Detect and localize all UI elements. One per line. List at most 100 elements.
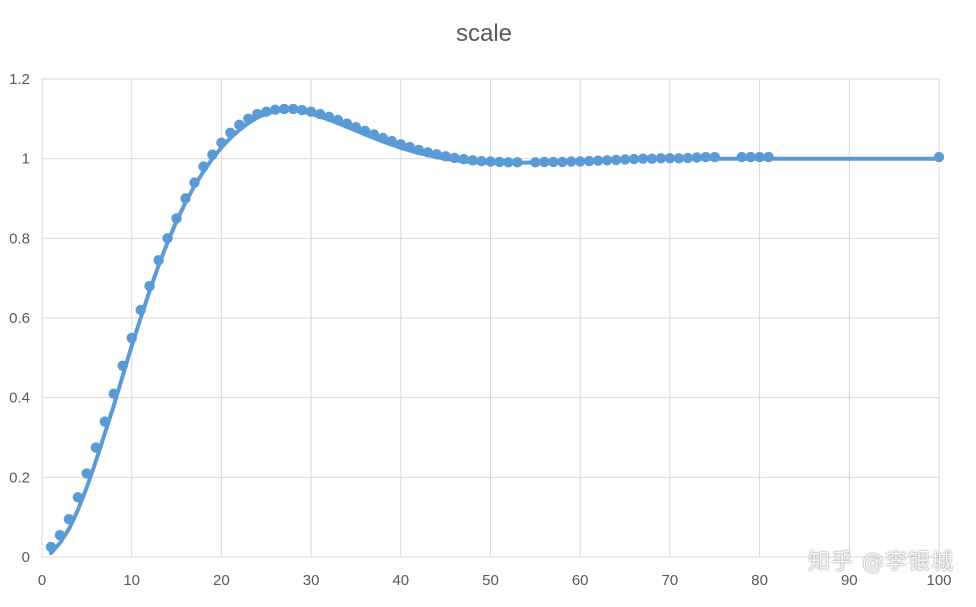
data-point: [503, 157, 514, 168]
y-tick-label: 1: [22, 151, 30, 168]
data-point: [601, 155, 613, 166]
data-point: [655, 153, 667, 164]
data-point: [117, 360, 128, 371]
x-tick-label: 60: [572, 572, 589, 589]
data-point: [323, 111, 335, 123]
data-point: [377, 132, 389, 144]
y-tick-label: 0: [22, 549, 30, 566]
data-point: [243, 113, 254, 125]
grid: [41, 78, 940, 558]
data-point: [314, 108, 326, 120]
data-point: [252, 108, 263, 120]
data-point: [673, 153, 685, 164]
data-point: [126, 332, 137, 344]
data-point: [610, 154, 622, 166]
data-point: [485, 156, 496, 167]
data-point: [548, 156, 559, 168]
data-point: [584, 155, 595, 167]
data-point: [557, 156, 568, 168]
data-point: [261, 106, 272, 117]
watermark: 知乎 @李银城: [808, 550, 954, 575]
data-point: [709, 151, 720, 163]
data-point: [494, 156, 505, 168]
x-tick-label: 0: [38, 572, 46, 589]
data-point: [458, 153, 469, 165]
data-point: [341, 118, 353, 129]
data-point: [180, 193, 191, 204]
data-point: [72, 492, 84, 503]
data-point: [646, 153, 658, 164]
data-point: [279, 103, 290, 115]
data-point: [171, 213, 182, 224]
y-tick-label: 0.6: [9, 310, 30, 327]
data-point: [332, 114, 344, 126]
data-point: [700, 151, 711, 163]
data-point: [628, 153, 640, 165]
data-point: [933, 151, 945, 163]
x-tick-label: 20: [213, 572, 230, 589]
x-tick-label: 100: [926, 572, 951, 589]
data-point: [350, 122, 362, 133]
data-point: [754, 151, 765, 163]
data-point: [431, 149, 442, 160]
data-point: [153, 255, 164, 266]
data-point: [467, 155, 478, 166]
data-point: [592, 155, 604, 166]
data-point: [198, 161, 209, 172]
y-tick-label: 0.8: [9, 230, 30, 247]
data-point: [575, 156, 586, 167]
data-point: [386, 135, 397, 147]
x-tick-label: 40: [392, 572, 409, 589]
data-point: [682, 152, 693, 164]
y-tick-label: 1.2: [9, 71, 30, 88]
x-tick-label: 30: [303, 572, 320, 589]
series-line: [49, 108, 941, 555]
series-points-layer: [45, 103, 945, 553]
data-point: [745, 151, 756, 163]
data-point: [144, 280, 155, 292]
axis-tick-labels: 0 0.2 0.4 0.6 0.8 1 1.2 0 10 20 30 40 50 60 70 80 90 100: [9, 71, 951, 589]
x-tick-label: 80: [751, 572, 768, 589]
data-point: [476, 155, 487, 167]
data-point: [162, 233, 173, 244]
data-point: [422, 147, 433, 158]
data-point: [413, 144, 424, 156]
series-line-layer: [49, 108, 941, 555]
data-point: [691, 152, 702, 163]
data-point: [225, 127, 236, 138]
x-tick-label: 70: [662, 572, 679, 589]
x-tick-label: 10: [123, 572, 140, 589]
data-point: [234, 119, 245, 130]
data-point: [512, 157, 523, 168]
data-point: [108, 388, 120, 399]
data-point: [449, 152, 460, 164]
data-point: [368, 129, 380, 140]
data-point: [736, 151, 747, 163]
data-point: [288, 103, 299, 115]
data-point: [664, 153, 676, 164]
data-point: [539, 156, 550, 168]
y-tick-label: 0.4: [9, 390, 30, 407]
data-point: [81, 468, 93, 479]
data-point: [619, 154, 631, 165]
chart-title: scale: [456, 20, 512, 47]
data-point: [566, 156, 577, 167]
data-point: [189, 177, 200, 188]
data-point: [54, 529, 66, 541]
data-point: [45, 541, 57, 553]
data-point: [530, 157, 541, 168]
data-point: [637, 153, 649, 164]
data-point: [207, 149, 218, 160]
data-point: [90, 442, 102, 453]
data-point: [305, 106, 317, 117]
data-point: [440, 151, 451, 162]
data-point: [99, 416, 111, 427]
data-point: [63, 514, 75, 525]
data-point: [296, 104, 308, 116]
data-point: [270, 104, 281, 115]
data-point: [763, 151, 774, 163]
data-point: [359, 125, 371, 136]
x-tick-label: 50: [482, 572, 499, 589]
